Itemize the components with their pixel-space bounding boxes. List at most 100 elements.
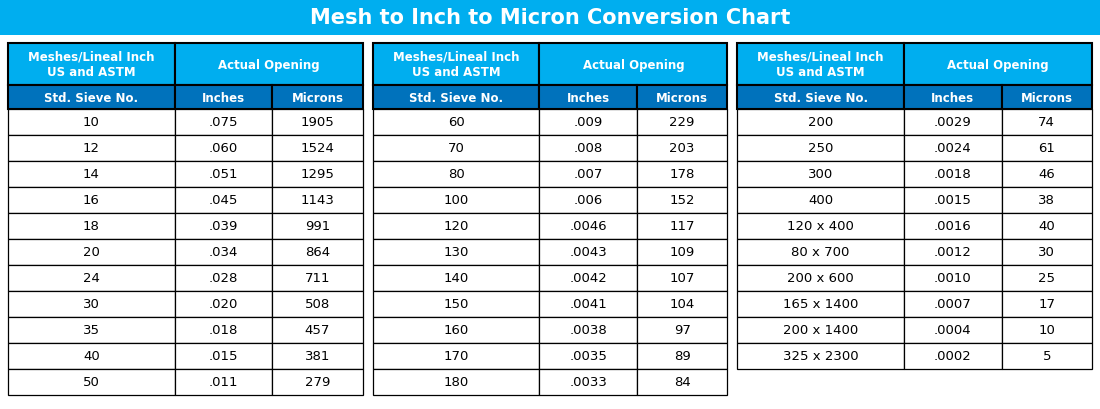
Bar: [175, 239, 272, 265]
Bar: [1002, 136, 1092, 162]
Text: .011: .011: [209, 375, 239, 389]
Text: Microns: Microns: [1021, 91, 1072, 104]
Bar: [904, 110, 1002, 136]
Text: 457: 457: [305, 324, 330, 337]
Bar: [637, 86, 727, 110]
Text: .028: .028: [209, 272, 238, 285]
Bar: [737, 188, 904, 213]
Bar: [272, 213, 363, 239]
Bar: [8, 136, 175, 162]
Text: 150: 150: [443, 298, 469, 311]
Bar: [637, 343, 727, 369]
Bar: [175, 188, 272, 213]
Text: 120 x 400: 120 x 400: [788, 220, 854, 233]
Bar: [637, 136, 727, 162]
Text: 160: 160: [443, 324, 469, 337]
Bar: [904, 188, 1002, 213]
Bar: [8, 162, 175, 188]
Text: 60: 60: [448, 116, 464, 129]
Bar: [637, 239, 727, 265]
Bar: [904, 317, 1002, 343]
Text: .020: .020: [209, 298, 238, 311]
Bar: [8, 110, 175, 136]
Text: 152: 152: [670, 194, 695, 207]
Text: 1143: 1143: [300, 194, 334, 207]
Bar: [272, 86, 363, 110]
Bar: [272, 239, 363, 265]
Text: 229: 229: [670, 116, 695, 129]
Text: Microns: Microns: [292, 91, 343, 104]
Bar: [373, 162, 539, 188]
Text: 300: 300: [808, 168, 834, 181]
Bar: [373, 265, 539, 291]
Text: .007: .007: [573, 168, 603, 181]
Bar: [8, 188, 175, 213]
Text: 100: 100: [443, 194, 469, 207]
Text: .0046: .0046: [570, 220, 607, 233]
Text: 107: 107: [670, 272, 695, 285]
Text: Std. Sieve No.: Std. Sieve No.: [773, 91, 868, 104]
Bar: [272, 162, 363, 188]
Text: 104: 104: [670, 298, 695, 311]
Bar: [637, 110, 727, 136]
Bar: [737, 343, 904, 369]
Text: 250: 250: [808, 142, 834, 155]
Bar: [904, 291, 1002, 317]
Text: 89: 89: [673, 350, 691, 363]
Bar: [904, 239, 1002, 265]
Text: 14: 14: [82, 168, 100, 181]
Text: 46: 46: [1038, 168, 1055, 181]
Text: .0002: .0002: [934, 350, 971, 363]
Text: Std. Sieve No.: Std. Sieve No.: [409, 91, 503, 104]
Bar: [175, 265, 272, 291]
Text: 30: 30: [82, 298, 100, 311]
Text: 80 x 700: 80 x 700: [792, 246, 850, 259]
Text: 1905: 1905: [300, 116, 334, 129]
Text: Meshes/Lineal Inch
US and ASTM: Meshes/Lineal Inch US and ASTM: [758, 51, 884, 79]
Text: 140: 140: [443, 272, 469, 285]
Text: Meshes/Lineal Inch
US and ASTM: Meshes/Lineal Inch US and ASTM: [29, 51, 155, 79]
Bar: [737, 162, 904, 188]
Text: 991: 991: [305, 220, 330, 233]
Text: 84: 84: [673, 375, 691, 389]
Text: .009: .009: [573, 116, 603, 129]
Text: 1524: 1524: [300, 142, 334, 155]
Bar: [1002, 265, 1092, 291]
Text: Mesh to Inch to Micron Conversion Chart: Mesh to Inch to Micron Conversion Chart: [310, 8, 790, 28]
Bar: [737, 239, 904, 265]
Bar: [8, 213, 175, 239]
Bar: [539, 188, 637, 213]
Bar: [8, 239, 175, 265]
Bar: [1002, 343, 1092, 369]
Bar: [539, 110, 637, 136]
Text: 50: 50: [82, 375, 100, 389]
Bar: [539, 265, 637, 291]
Bar: [373, 136, 539, 162]
Bar: [373, 317, 539, 343]
Bar: [175, 44, 363, 86]
Text: 25: 25: [1038, 272, 1055, 285]
Text: 117: 117: [670, 220, 695, 233]
Bar: [175, 162, 272, 188]
Text: 38: 38: [1038, 194, 1055, 207]
Text: .045: .045: [209, 194, 238, 207]
Text: 279: 279: [305, 375, 330, 389]
Bar: [539, 317, 637, 343]
Bar: [373, 291, 539, 317]
Text: 61: 61: [1038, 142, 1055, 155]
Text: 165 x 1400: 165 x 1400: [783, 298, 858, 311]
Bar: [637, 291, 727, 317]
Bar: [0, 0, 1100, 36]
Text: 17: 17: [1038, 298, 1055, 311]
Text: 864: 864: [305, 246, 330, 259]
Bar: [904, 44, 1092, 86]
Text: .0015: .0015: [934, 194, 971, 207]
Bar: [373, 44, 539, 86]
Bar: [737, 213, 904, 239]
Text: Actual Opening: Actual Opening: [583, 58, 684, 71]
Bar: [904, 265, 1002, 291]
Bar: [904, 343, 1002, 369]
Bar: [539, 291, 637, 317]
Text: 400: 400: [808, 194, 833, 207]
Text: 120: 120: [443, 220, 469, 233]
